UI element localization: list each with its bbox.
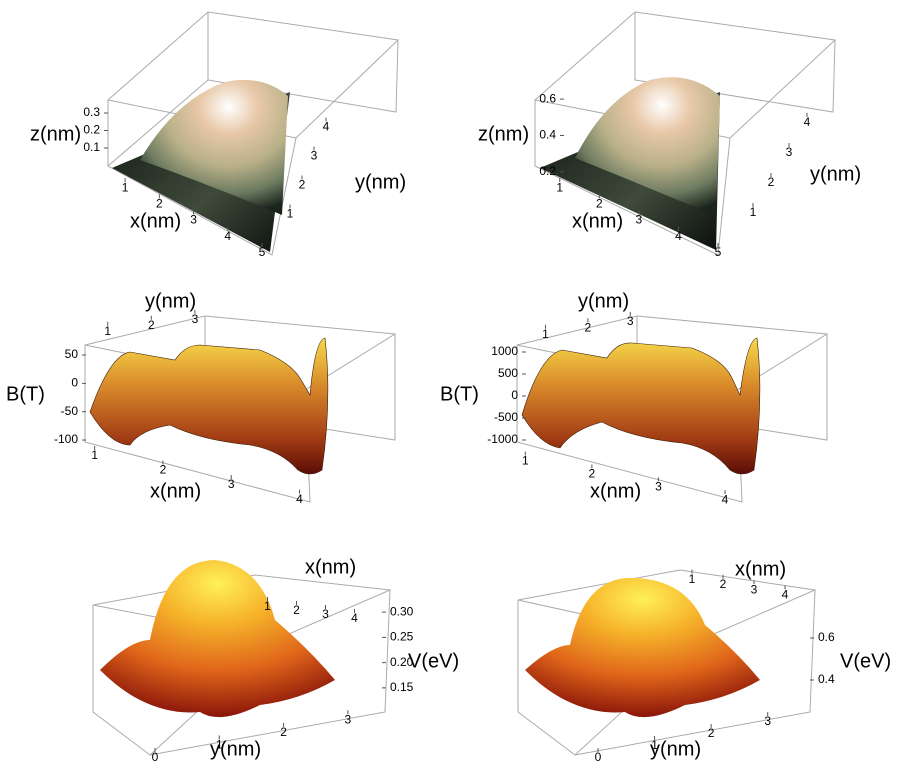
x-tick-label: 2	[160, 463, 167, 477]
y-axis-label: y(nm)	[578, 290, 629, 312]
x-axis-label: x(nm)	[590, 480, 641, 502]
z-tick-label: 0.30	[390, 604, 414, 618]
y-tick-label: 2	[280, 725, 287, 739]
z-tick-label: 0	[71, 376, 78, 390]
x-tick-label: 4	[296, 492, 303, 506]
x-tick-label: 1	[556, 180, 563, 194]
z-tick-label: 0.6	[818, 630, 835, 644]
z-tick-label: 0.6	[539, 91, 556, 105]
x-tick-label: 4	[224, 229, 231, 243]
y-axis-label: y(nm)	[355, 171, 406, 193]
z-tick-label: 1000	[491, 344, 518, 358]
y-axis-label: y(nm)	[810, 163, 861, 185]
figure: 12345x(nm)1234y(nm)0.10.20.3z(nm)12345x(…	[0, 0, 904, 767]
z-tick-label: 500	[498, 366, 518, 380]
z-tick-label: 0.3	[83, 105, 100, 119]
z-tick-label: -500	[494, 410, 518, 424]
x-tick-label: 2	[156, 197, 163, 211]
x-tick-label: 4	[782, 588, 789, 602]
x-tick-label: 3	[655, 479, 662, 493]
x-tick-label: 2	[720, 577, 727, 591]
y-tick-label: 4	[804, 115, 811, 129]
y-tick-label: 2	[768, 175, 775, 189]
y-tick-label: 3	[627, 314, 634, 328]
y-tick-label: 1	[287, 207, 294, 221]
x-tick-label: 3	[322, 607, 329, 621]
x-tick-label: 1	[91, 448, 98, 462]
z-tick-label: 0.25	[390, 630, 414, 644]
y-tick-label: 1	[104, 324, 111, 338]
z-axis-label: B(T)	[6, 383, 45, 405]
y-tick-label: 3	[786, 145, 793, 159]
z-tick-label: 0.4	[818, 672, 835, 686]
y-tick-label: 0	[152, 750, 159, 764]
x-axis-label: x(nm)	[572, 210, 623, 232]
y-tick-label: 3	[311, 149, 318, 163]
surface	[525, 578, 760, 717]
z-tick-label: 0.2	[83, 123, 100, 137]
x-tick-label: 3	[228, 477, 235, 491]
y-tick-label: 3	[345, 712, 352, 726]
x-tick-label: 5	[715, 245, 722, 259]
surface	[90, 338, 328, 474]
y-axis-label: y(nm)	[210, 738, 261, 760]
x-tick-label: 1	[122, 180, 129, 194]
y-axis-label: y(nm)	[650, 738, 701, 760]
x-tick-label: 4	[351, 611, 358, 625]
z-tick-label: 50	[65, 347, 79, 361]
x-tick-label: 3	[636, 213, 643, 227]
x-tick-label: 1	[264, 599, 271, 613]
x-axis-label: x(nm)	[735, 558, 786, 580]
y-tick-label: 1	[750, 205, 757, 219]
x-tick-label: 4	[722, 492, 729, 506]
x-tick-label: 2	[293, 603, 300, 617]
z-axis-label: V(eV)	[408, 650, 459, 672]
y-tick-label: 4	[323, 120, 330, 134]
x-tick-label: 4	[675, 229, 682, 243]
panel-d-shapes	[517, 316, 827, 502]
z-axis-label: B(T)	[440, 383, 479, 405]
x-axis-label: x(nm)	[130, 210, 181, 232]
z-tick-label: -1000	[487, 432, 518, 446]
y-tick-label: 2	[708, 726, 715, 740]
x-tick-label: 5	[259, 245, 266, 259]
z-tick-label: 0.1	[83, 140, 100, 154]
y-axis-label: y(nm)	[145, 290, 196, 312]
y-tick-label: 2	[585, 320, 592, 334]
z-axis-label: z(nm)	[30, 123, 81, 145]
x-tick-label: 3	[751, 582, 758, 596]
z-axis-label: z(nm)	[478, 123, 529, 145]
y-tick-label: 2	[299, 178, 306, 192]
surface	[100, 560, 335, 717]
surface	[522, 338, 760, 474]
y-tick-label: 0	[595, 750, 602, 764]
y-tick-label: 2	[148, 318, 155, 332]
z-tick-label: 0.4	[539, 128, 556, 142]
x-tick-label: 1	[689, 572, 696, 586]
y-tick-label: 3	[192, 312, 199, 326]
z-axis-label: V(eV)	[840, 650, 891, 672]
z-tick-label: 0.2	[539, 164, 556, 178]
x-axis-label: x(nm)	[305, 556, 356, 578]
x-tick-label: 1	[522, 454, 529, 468]
z-tick-label: -100	[54, 432, 78, 446]
x-tick-label: 2	[596, 197, 603, 211]
x-tick-label: 2	[589, 467, 596, 481]
y-tick-label: 3	[764, 714, 771, 728]
x-axis-label: x(nm)	[150, 480, 201, 502]
x-tick-label: 3	[190, 213, 197, 227]
z-tick-label: 0.15	[390, 680, 414, 694]
z-tick-label: 0	[511, 388, 518, 402]
z-tick-label: -50	[61, 404, 79, 418]
y-tick-label: 1	[542, 327, 549, 341]
panel-c-shapes	[85, 316, 395, 502]
